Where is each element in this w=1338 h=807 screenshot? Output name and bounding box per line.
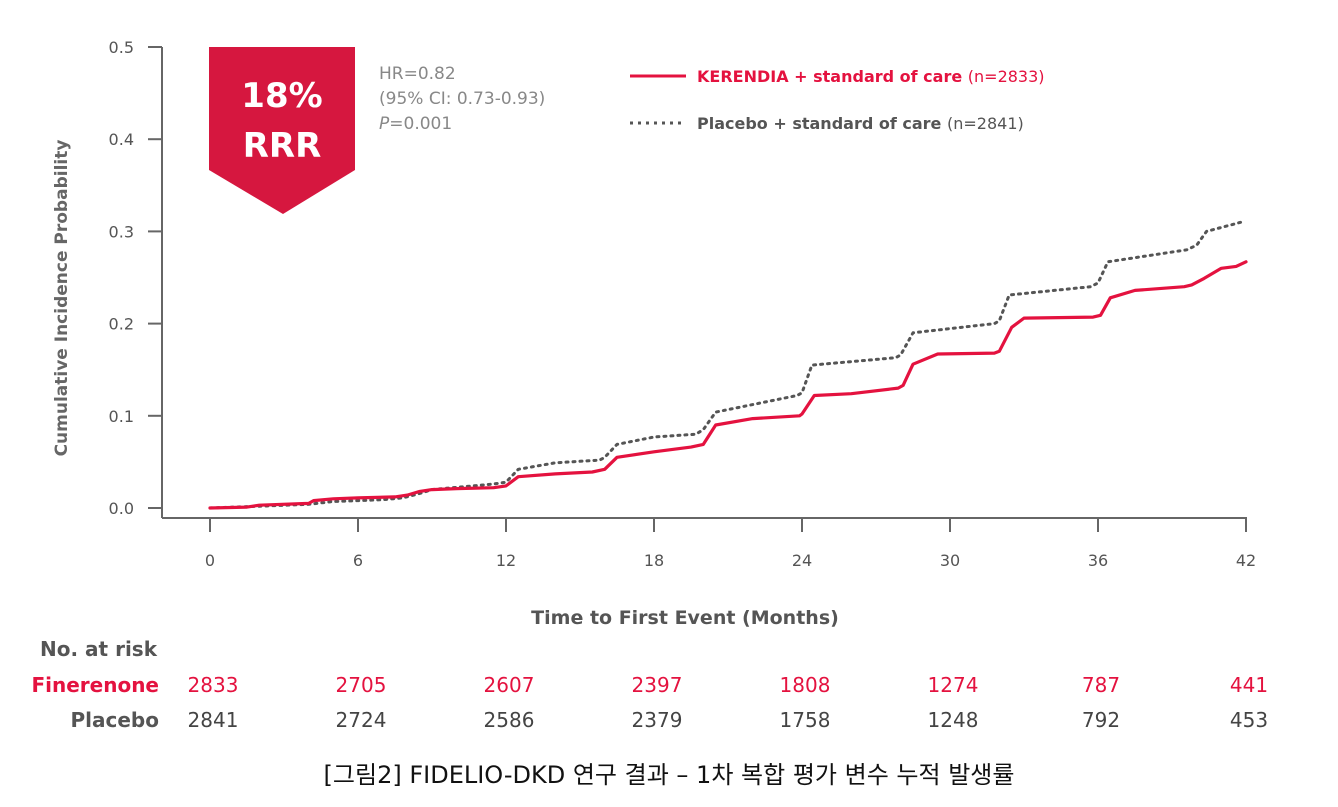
series-line-placebo	[208, 220, 1243, 510]
risk-value-finerenone: 441	[1230, 673, 1268, 697]
risk-value-finerenone: 2607	[484, 673, 535, 697]
series-group	[208, 220, 1248, 510]
risk-table: No. at risk Finerenone Placebo 2833 2705 2…	[31, 637, 1268, 732]
p-value-letter: P	[379, 114, 390, 134]
legend: KERENDIA + standard of care (n=2833) Pla…	[630, 67, 1045, 133]
x-tick-label: 36	[1088, 551, 1108, 570]
figure-caption: [그림2] FIDELIO-DKD 연구 결과 – 1차 복합 평가 변수 누적…	[324, 761, 1015, 789]
x-tick-label: 24	[792, 551, 812, 570]
risk-value-placebo: 453	[1230, 708, 1268, 732]
y-axis-label: Cumulative Incidence Probability	[52, 140, 72, 457]
x-tick-label: 42	[1236, 551, 1256, 570]
risk-row-label-finerenone: Finerenone	[31, 673, 159, 697]
rrr-badge-shape	[209, 47, 355, 214]
risk-value-placebo: 2841	[188, 708, 239, 732]
risk-value-placebo: 792	[1082, 708, 1120, 732]
y-tick-label: 0.1	[109, 407, 134, 426]
risk-value-finerenone: 787	[1082, 673, 1120, 697]
risk-value-placebo: 2379	[632, 708, 683, 732]
x-axis-label: Time to First Event (Months)	[531, 607, 839, 629]
x-tick-label: 30	[940, 551, 960, 570]
y-tick-label: 0.0	[109, 499, 134, 518]
y-tick-label: 0.2	[109, 315, 134, 334]
hazard-ratio: HR=0.82	[379, 64, 456, 84]
rrr-badge-line1: 18%	[241, 76, 322, 116]
risk-table-header: No. at risk	[40, 637, 158, 661]
risk-value-finerenone: 2397	[632, 673, 683, 697]
x-ticks: 0 6 12 18 24 30 36 42	[205, 518, 1256, 570]
risk-value-placebo: 1248	[928, 708, 979, 732]
y-ticks: 0.0 0.1 0.2 0.3 0.4 0.5	[109, 38, 162, 518]
rrr-badge: 18% RRR	[209, 47, 355, 214]
p-value-number: =0.001	[389, 114, 452, 134]
x-tick-label: 6	[353, 551, 363, 570]
risk-value-placebo: 2724	[336, 708, 387, 732]
y-tick-label: 0.5	[109, 38, 134, 57]
p-value: P=0.001	[379, 114, 452, 134]
y-tick-label: 0.4	[109, 130, 134, 149]
legend-label-kerendia: KERENDIA + standard of care (n=2833)	[697, 67, 1045, 86]
risk-value-finerenone: 2833	[188, 673, 239, 697]
risk-value-placebo: 1758	[780, 708, 831, 732]
confidence-interval: (95% CI: 0.73-0.93)	[379, 89, 545, 109]
x-tick-label: 0	[205, 551, 215, 570]
risk-value-finerenone: 1808	[780, 673, 831, 697]
x-tick-label: 18	[644, 551, 664, 570]
legend-label-placebo: Placebo + standard of care (n=2841)	[697, 114, 1024, 133]
risk-row-label-placebo: Placebo	[71, 708, 160, 732]
rrr-badge-line2: RRR	[243, 126, 322, 166]
series-line-kerendia	[208, 260, 1248, 510]
x-tick-label: 12	[496, 551, 516, 570]
risk-value-placebo: 2586	[484, 708, 535, 732]
y-tick-label: 0.3	[109, 222, 134, 241]
risk-value-finerenone: 1274	[928, 673, 979, 697]
risk-value-finerenone: 2705	[336, 673, 387, 697]
